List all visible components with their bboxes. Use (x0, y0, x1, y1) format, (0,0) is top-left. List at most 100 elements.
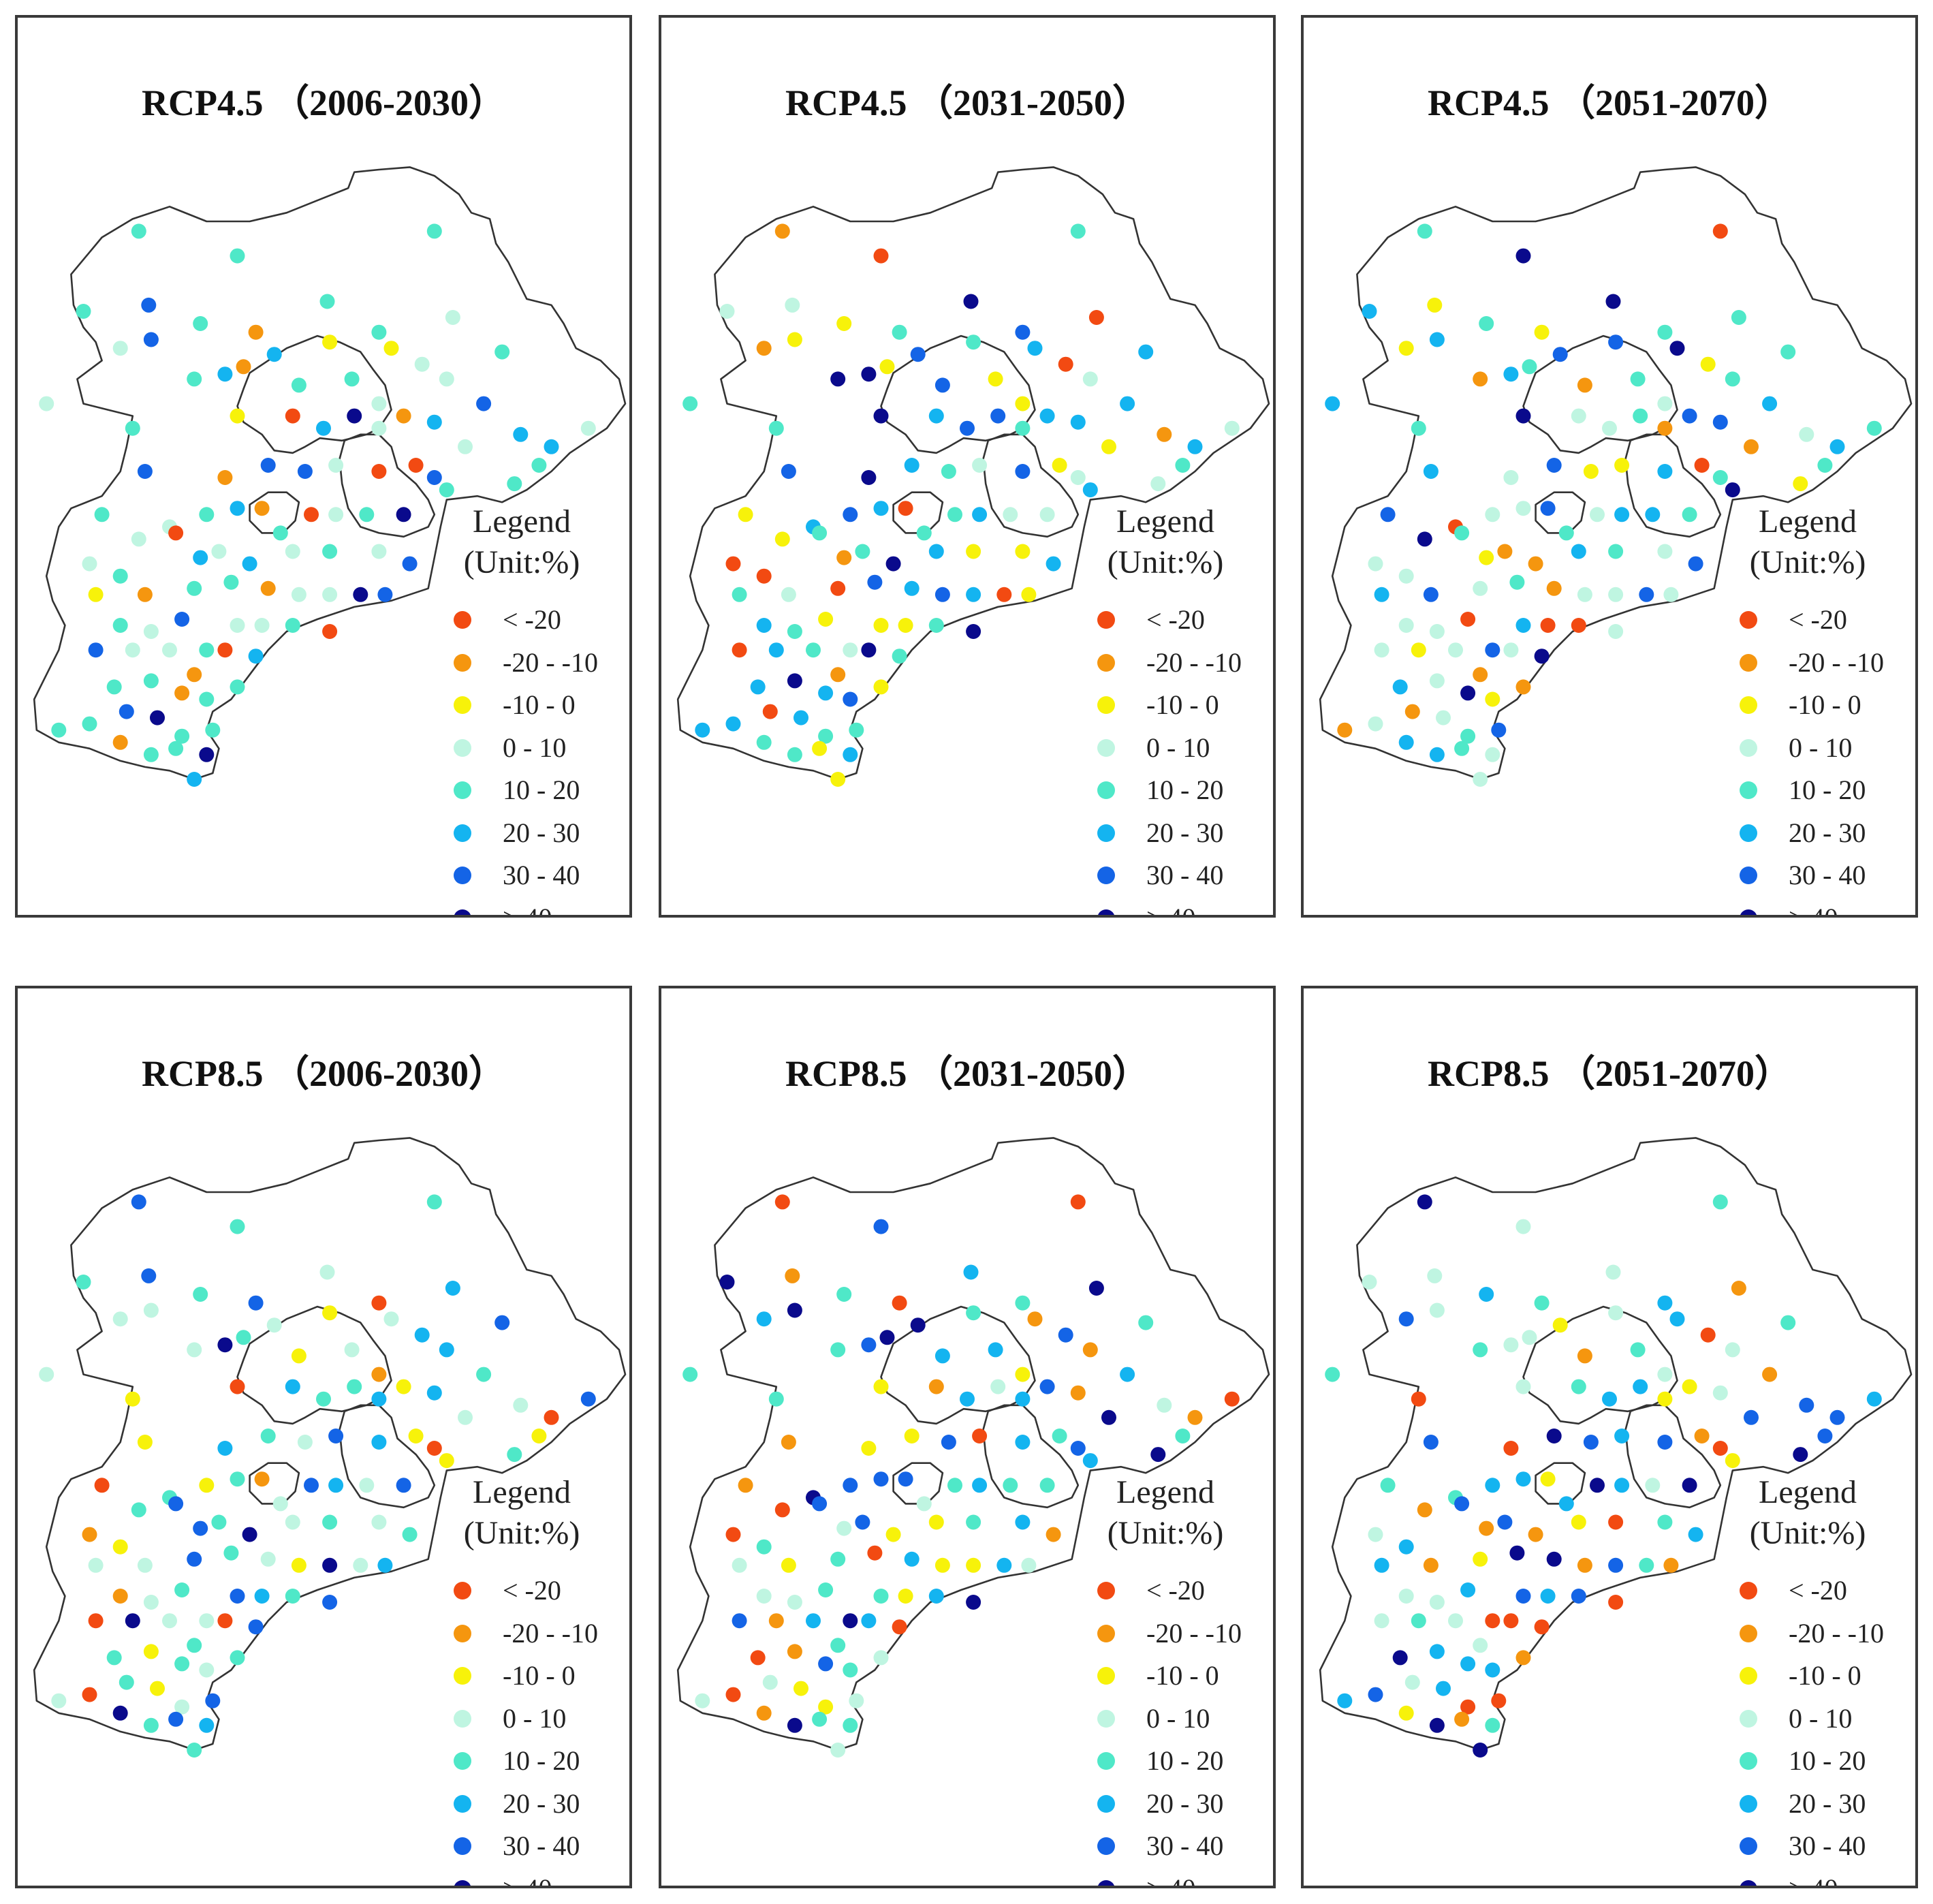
station-point (304, 1478, 319, 1493)
legend-unit: (Unit:%) (463, 1515, 580, 1551)
station-point (174, 1582, 190, 1597)
station-point (371, 1367, 387, 1382)
station-point (531, 1429, 547, 1443)
station-point (898, 1589, 913, 1604)
station-point (322, 544, 338, 559)
legend-label: -10 - 0 (503, 689, 576, 720)
station-point (1725, 482, 1740, 498)
station-point (879, 359, 895, 375)
legend-swatch (1097, 1667, 1115, 1685)
station-point (1374, 642, 1389, 658)
station-point (426, 223, 442, 239)
station-point (1015, 544, 1031, 559)
station-point (738, 1478, 753, 1493)
legend-label: < -20 (1146, 604, 1205, 635)
legend-label: 20 - 30 (1789, 1788, 1866, 1819)
station-point (793, 1681, 808, 1696)
station-point (941, 464, 956, 479)
legend-swatch (1740, 1879, 1757, 1886)
legend-item: -10 - 0 (1740, 1656, 1915, 1698)
station-point (1793, 1447, 1808, 1463)
station-point (972, 1478, 988, 1493)
station-point (1540, 1471, 1556, 1487)
station-point (1608, 1305, 1624, 1321)
legend-item: 10 - 20 (1097, 1741, 1273, 1783)
station-point (793, 710, 808, 725)
legend-item: 0 - 10 (1097, 1699, 1273, 1741)
station-point (787, 1717, 802, 1733)
station-point (230, 1471, 245, 1487)
station-point (1799, 1397, 1814, 1413)
station-point (445, 310, 460, 325)
station-point (966, 1557, 981, 1573)
station-point (112, 341, 128, 356)
station-point (1485, 507, 1500, 522)
legend-item: 20 - 30 (454, 813, 629, 856)
legend-swatch (454, 1837, 471, 1855)
station-point (1015, 1367, 1031, 1382)
legend-label: 20 - 30 (503, 817, 580, 848)
station-point (1027, 1311, 1043, 1327)
station-point (1337, 1693, 1353, 1708)
station-point (119, 704, 134, 719)
station-point (966, 1595, 981, 1610)
tianjin-boundary (982, 433, 1080, 538)
station-point (928, 408, 944, 424)
legend-item: < -20 (1097, 1571, 1273, 1613)
enclave-boundary (892, 491, 944, 534)
station-point (254, 1589, 270, 1604)
legend-item: -20 - -10 (454, 1614, 629, 1656)
station-point (725, 1527, 741, 1542)
station-point (1694, 458, 1710, 473)
station-point (1374, 587, 1389, 602)
station-point (187, 1743, 202, 1758)
station-point (1088, 1281, 1104, 1296)
station-point (756, 618, 772, 633)
station-point (1780, 344, 1796, 360)
station-point (966, 1305, 981, 1321)
station-point (458, 1409, 473, 1425)
station-point (125, 642, 140, 658)
legend-label: 30 - 40 (1146, 860, 1224, 890)
station-point (750, 1650, 766, 1666)
station-point (1528, 556, 1543, 572)
legend-label: 30 - 40 (1146, 1830, 1224, 1861)
station-point (1392, 679, 1408, 695)
station-point (316, 420, 331, 436)
station-point (787, 1644, 802, 1659)
station-point (1645, 507, 1661, 522)
station-point (1515, 618, 1531, 633)
station-point (1639, 1557, 1654, 1573)
station-point (1762, 396, 1778, 411)
station-point (199, 1478, 215, 1493)
legend-swatch (1097, 653, 1115, 672)
station-point (1829, 1409, 1845, 1425)
station-point (1138, 344, 1154, 360)
station-point (1398, 734, 1414, 750)
station-point (112, 568, 128, 584)
station-point (1423, 1435, 1439, 1450)
legend-label: 0 - 10 (1789, 732, 1853, 763)
station-point (1608, 334, 1624, 350)
station-point (174, 612, 190, 627)
station-point (291, 1557, 307, 1573)
station-point (1744, 1409, 1759, 1425)
station-point (1015, 1295, 1031, 1311)
station-point (1485, 1478, 1500, 1493)
station-point (830, 1743, 846, 1758)
station-point (260, 458, 276, 473)
legend-swatch (1097, 867, 1115, 884)
station-point (82, 716, 97, 732)
station-point (916, 1496, 932, 1512)
station-point (1630, 371, 1646, 387)
station-point (972, 1429, 988, 1443)
legend-item: -20 - -10 (1740, 643, 1915, 685)
station-point (1224, 1391, 1240, 1407)
legend-label: -10 - 0 (1146, 1660, 1219, 1691)
station-point (873, 501, 889, 516)
station-point (1325, 396, 1340, 411)
station-point (1583, 464, 1599, 479)
legend-swatch (1097, 824, 1115, 842)
station-point (319, 294, 335, 309)
station-point (1657, 464, 1673, 479)
